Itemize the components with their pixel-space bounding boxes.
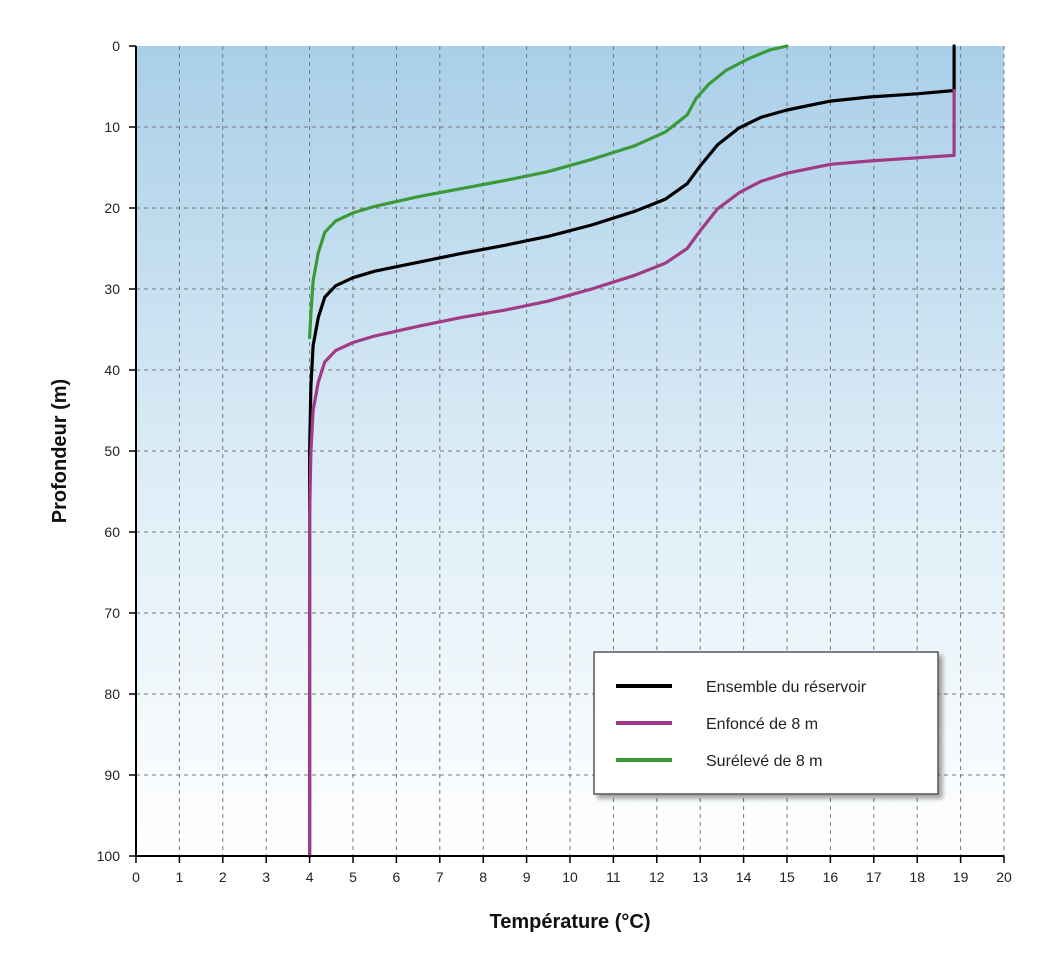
y-tick-label: 80 bbox=[104, 686, 120, 702]
x-tick-label: 13 bbox=[692, 869, 708, 885]
axes bbox=[129, 45, 1005, 863]
y-tick-label: 100 bbox=[97, 848, 121, 864]
x-tick-label: 20 bbox=[996, 869, 1012, 885]
y-tick-label: 70 bbox=[104, 605, 120, 621]
series-line-2 bbox=[308, 44, 789, 340]
y-tick-label: 50 bbox=[104, 443, 120, 459]
legend-label-ensemble: Ensemble du réservoir bbox=[706, 679, 867, 696]
y-tick-label: 90 bbox=[104, 767, 120, 783]
x-tick-label: 19 bbox=[953, 869, 969, 885]
x-tick-label: 5 bbox=[349, 869, 357, 885]
x-tick-label: 6 bbox=[393, 869, 401, 885]
x-tick-label: 14 bbox=[736, 869, 752, 885]
x-tick-label: 7 bbox=[436, 869, 444, 885]
y-tick-label: 30 bbox=[104, 281, 120, 297]
x-tick-label: 2 bbox=[219, 869, 227, 885]
legend-label-enfonce: Enfoncé de 8 m bbox=[706, 716, 818, 733]
y-axis-title: Profondeur (m) bbox=[49, 379, 71, 523]
y-tick-label: 60 bbox=[104, 524, 120, 540]
y-tick-label: 0 bbox=[112, 38, 120, 54]
x-tick-label: 17 bbox=[866, 869, 882, 885]
x-tick-label: 4 bbox=[306, 869, 314, 885]
x-tick-label: 0 bbox=[132, 869, 140, 885]
x-tick-label: 10 bbox=[562, 869, 578, 885]
series-line-0 bbox=[308, 44, 956, 858]
x-tick-label: 11 bbox=[606, 869, 621, 885]
x-axis-title: Température (°C) bbox=[490, 911, 651, 933]
y-tick-label: 40 bbox=[104, 362, 120, 378]
legend: Ensemble du réservoir Enfoncé de 8 m Sur… bbox=[593, 651, 939, 795]
x-tick-label: 8 bbox=[479, 869, 487, 885]
y-tick-label: 10 bbox=[104, 119, 120, 135]
y-tick-label: 20 bbox=[104, 200, 120, 216]
legend-label-sureleve: Surélevé de 8 m bbox=[706, 753, 823, 770]
series-line-1 bbox=[308, 88, 956, 858]
x-tick-label: 9 bbox=[523, 869, 531, 885]
tick-labels: 0 1 2 3 4 5 6 7 8 9 10 11 12 13 14 15 16 17 18 19 2001020304… bbox=[97, 38, 1012, 885]
x-tick-label: 1 bbox=[176, 869, 184, 885]
x-tick-label: 15 bbox=[779, 869, 795, 885]
x-tick-label: 18 bbox=[909, 869, 925, 885]
x-tick-label: 16 bbox=[823, 869, 839, 885]
series-lines bbox=[308, 44, 956, 858]
x-tick-label: 12 bbox=[649, 869, 665, 885]
x-tick-label: 3 bbox=[262, 869, 270, 885]
